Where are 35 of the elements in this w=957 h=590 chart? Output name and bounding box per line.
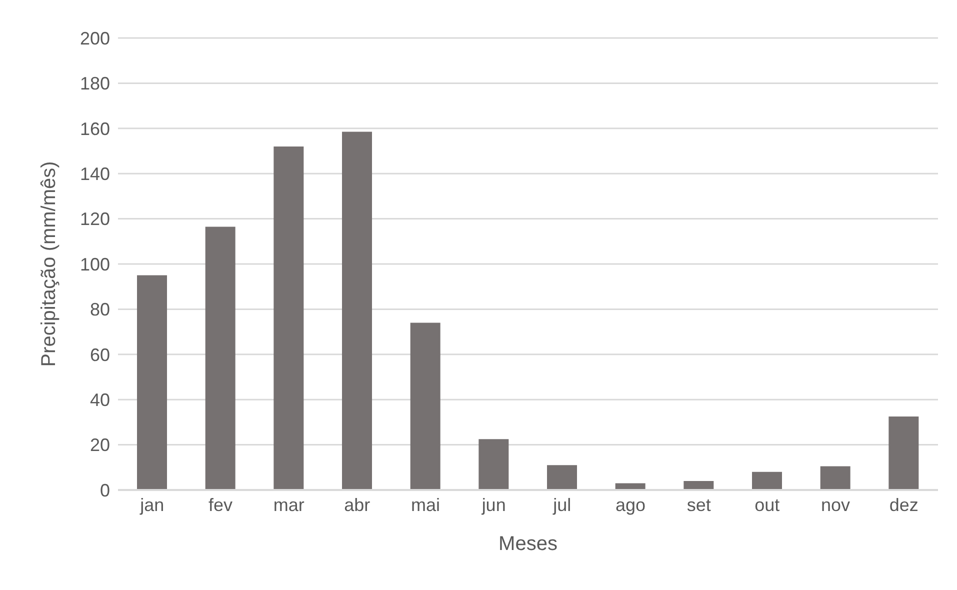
bar <box>410 322 440 490</box>
x-tick-label: jun <box>480 494 506 515</box>
y-tick-label: 80 <box>90 300 110 320</box>
x-tick-label: out <box>754 494 780 515</box>
x-tick-label: set <box>686 494 711 515</box>
x-tick-label: nov <box>820 494 850 515</box>
y-tick-label: 160 <box>80 118 110 139</box>
bar <box>752 472 782 490</box>
x-tick-label: mar <box>273 494 304 515</box>
y-tick-label: 60 <box>90 344 110 365</box>
bar <box>888 416 919 490</box>
x-tick-label: abr <box>344 494 370 515</box>
bar <box>274 146 304 490</box>
x-tick-label: mai <box>410 494 440 515</box>
x-axis-title: Meses <box>498 533 558 555</box>
y-axis-title: Precipitação (mm/mês) <box>38 161 60 367</box>
y-tick-label: 40 <box>90 390 110 410</box>
y-tick-label: 140 <box>80 164 110 184</box>
y-tick-label: 100 <box>80 254 110 274</box>
x-tick-label: fev <box>208 494 233 515</box>
bar <box>547 465 577 490</box>
y-tick-label: 180 <box>80 74 110 94</box>
bar <box>478 439 509 490</box>
bar <box>342 132 372 490</box>
bar <box>205 226 236 490</box>
y-tick-label: 120 <box>80 209 110 230</box>
x-tick-label: ago <box>615 494 646 515</box>
x-tick-label: jul <box>552 494 572 515</box>
x-tick-label: dez <box>889 494 918 515</box>
bar <box>137 275 167 490</box>
bar <box>820 466 850 490</box>
y-tick-label: 20 <box>90 435 110 456</box>
y-tick-label: 200 <box>80 28 110 48</box>
y-tick-label: 0 <box>100 480 110 500</box>
x-tick-label: jan <box>139 494 164 515</box>
